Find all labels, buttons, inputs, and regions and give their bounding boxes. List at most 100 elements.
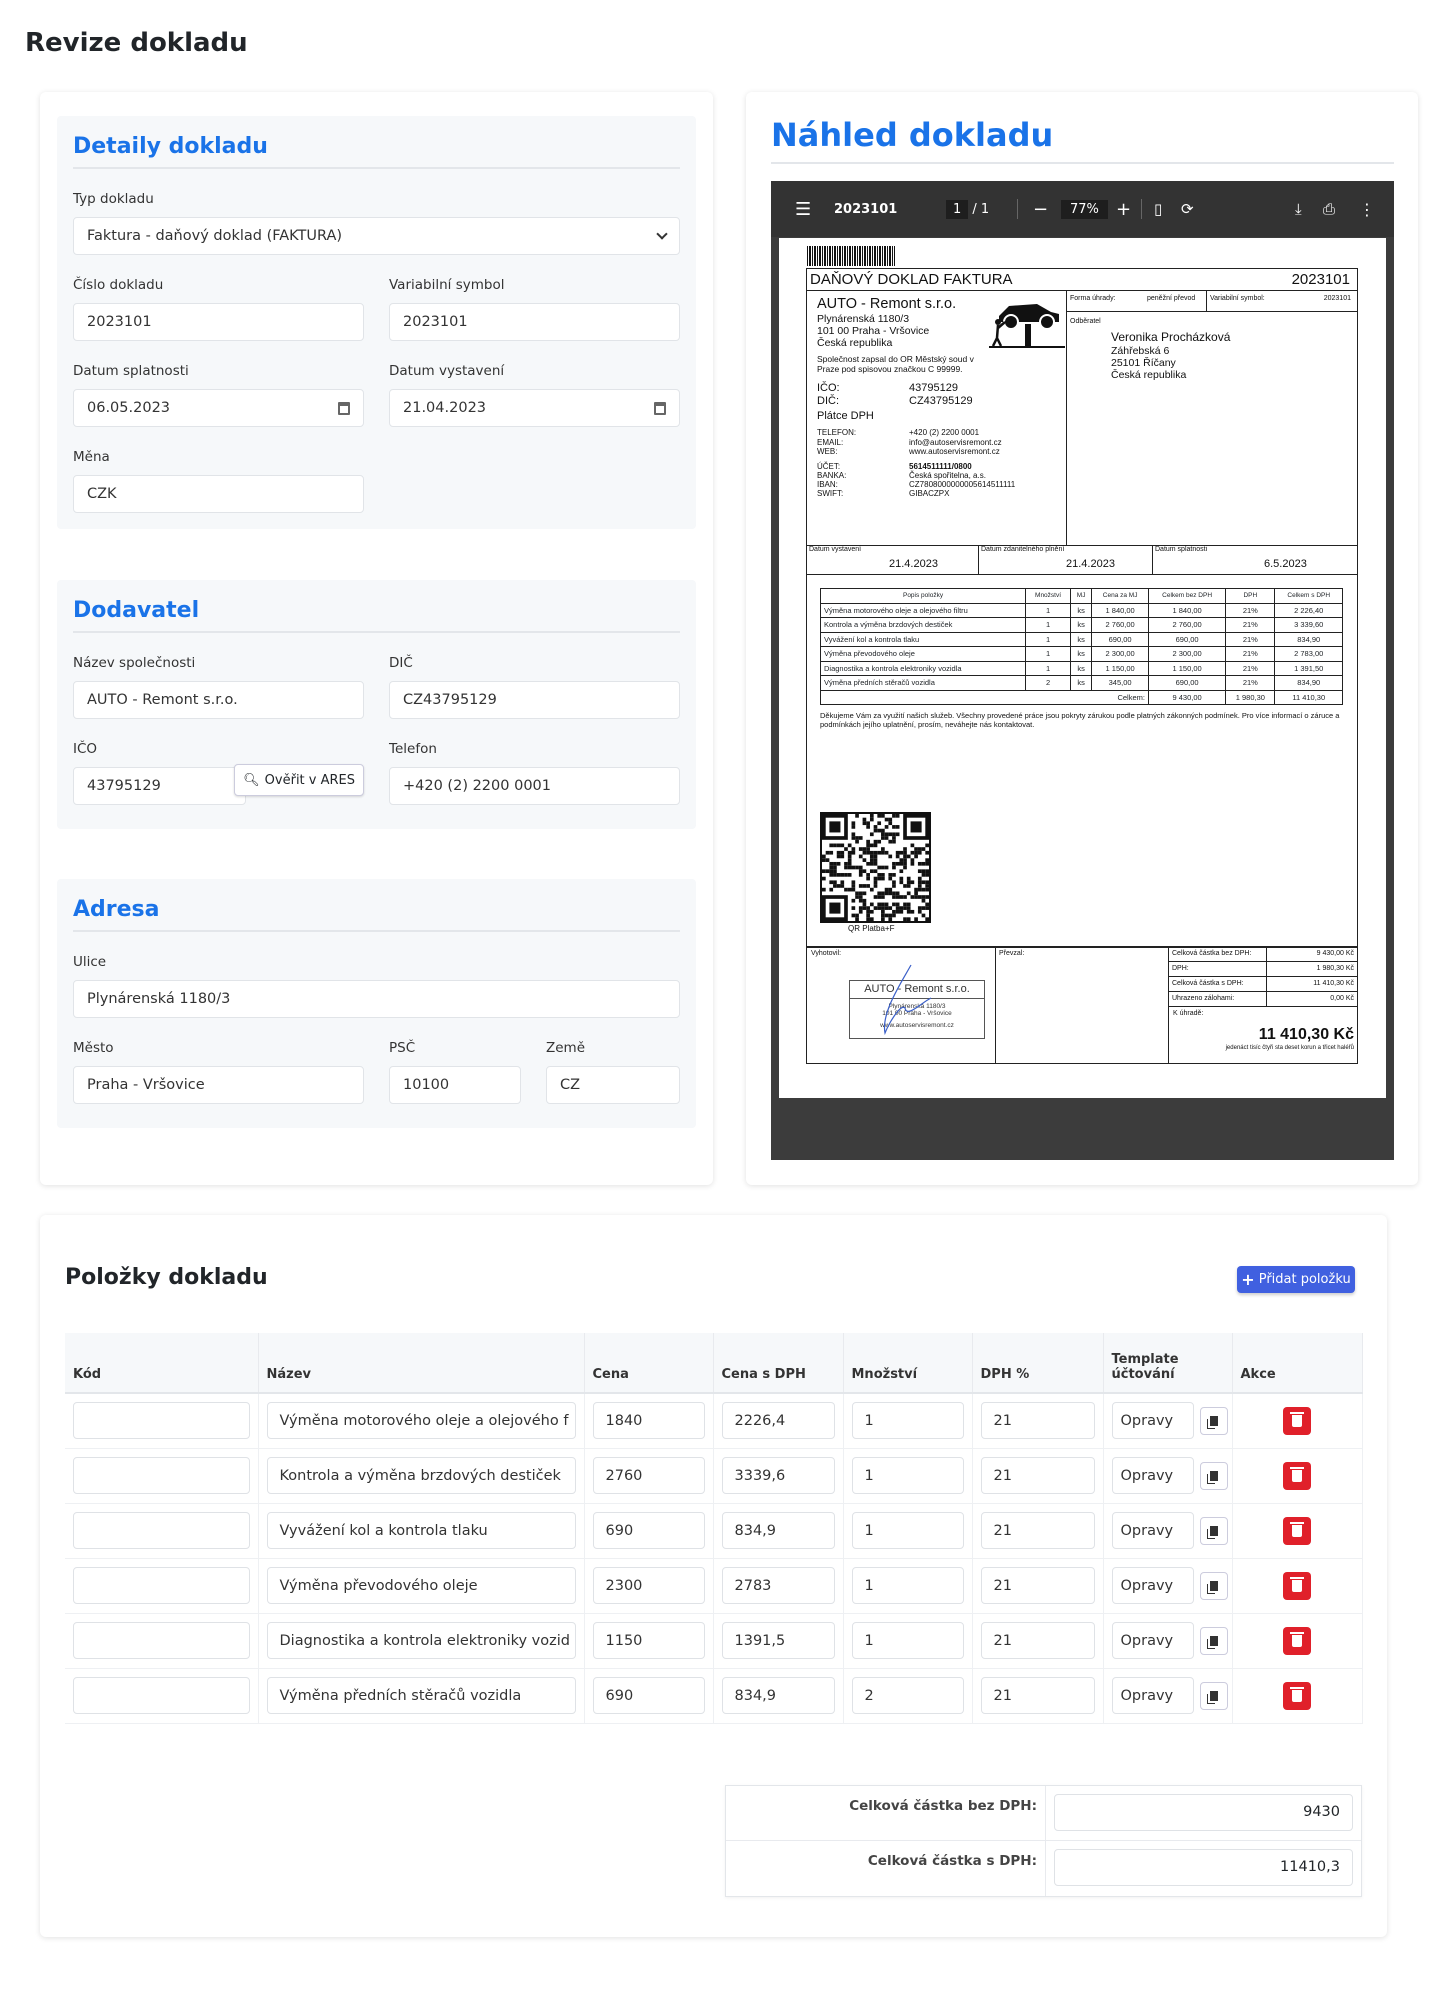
copy-button[interactable] [1199, 1406, 1228, 1435]
price-vat-input[interactable]: 2226,4 [721, 1402, 835, 1440]
inv-table-cell: 21% [1225, 631, 1276, 647]
details-heading: Detaily dokladu [73, 134, 680, 169]
phone-input[interactable]: +420 (2) 2200 0001 [389, 767, 680, 805]
copy-icon [1209, 1635, 1218, 1646]
zoom-out-icon[interactable]: − [1033, 198, 1049, 220]
zoom-in-icon[interactable]: + [1116, 198, 1132, 220]
vat-input[interactable]: 21 [980, 1567, 1095, 1604]
code-input[interactable] [73, 1677, 250, 1714]
price-input[interactable]: 2300 [592, 1567, 705, 1604]
copy-button[interactable] [1199, 1626, 1228, 1655]
inv-summary-value: 0,00 Kč [1330, 994, 1354, 1002]
company-name-input[interactable]: AUTO - Remont s.r.o. [73, 681, 364, 719]
total-with-vat-input[interactable]: 11410,3 [1054, 1849, 1353, 1886]
vs-input[interactable]: 2023101 [389, 303, 680, 341]
more-options-icon[interactable]: ⋮ [1359, 199, 1375, 219]
cislo-input[interactable]: 2023101 [73, 303, 364, 341]
quantity-input[interactable]: 2 [851, 1677, 964, 1714]
calendar-icon[interactable] [654, 401, 666, 415]
city-input[interactable]: Praha - Vršovice [73, 1066, 364, 1104]
vat-input[interactable]: 21 [980, 1402, 1095, 1440]
copy-button[interactable] [1199, 1681, 1228, 1710]
download-icon[interactable]: ⤓ [1295, 200, 1302, 218]
menu-icon[interactable]: ☰ [795, 198, 812, 220]
table-cell: 2226,4 [713, 1393, 844, 1449]
verify-ares-button[interactable]: 🔍︎ Ověřit v ARES [234, 764, 364, 796]
zoom-input[interactable]: 77% [1061, 199, 1108, 219]
code-input[interactable] [73, 1512, 250, 1549]
quantity-input[interactable]: 1 [851, 1622, 964, 1659]
quantity-input[interactable]: 1 [851, 1512, 964, 1549]
template-select[interactable]: Opravy [1111, 1677, 1194, 1714]
splatnost-input[interactable]: 06.05.2023 [73, 389, 364, 427]
delete-button[interactable] [1283, 1626, 1311, 1655]
vat-input[interactable]: 21 [980, 1512, 1095, 1549]
name-input[interactable]: Kontrola a výměna brzdových destiček [266, 1457, 576, 1494]
zip-input[interactable]: 10100 [389, 1066, 521, 1104]
inv-account: 5614511111/0800 [909, 461, 972, 471]
price-input[interactable]: 690 [592, 1677, 705, 1714]
name-input[interactable]: Diagnostika a kontrola elektroniky vozid [266, 1622, 576, 1659]
name-input[interactable]: Vyvážení kol a kontrola tlaku [266, 1512, 576, 1549]
vat-input[interactable]: 21 [980, 1622, 1095, 1659]
delete-button[interactable] [1283, 1516, 1311, 1545]
vat-input[interactable]: 21 [980, 1677, 1095, 1714]
template-select[interactable]: Opravy [1111, 1622, 1194, 1659]
template-select[interactable]: Opravy [1111, 1457, 1194, 1494]
price-input[interactable]: 690 [592, 1512, 705, 1549]
quantity-input[interactable]: 1 [851, 1402, 964, 1440]
print-icon[interactable]: ⎙ [1323, 200, 1336, 218]
price-vat-input[interactable]: 2783 [721, 1567, 835, 1604]
copy-button[interactable] [1199, 1461, 1228, 1490]
price-vat-input[interactable]: 1391,5 [721, 1622, 835, 1659]
ico-label: IČO [73, 741, 98, 757]
dic-input[interactable]: CZ43795129 [389, 681, 680, 719]
delete-button[interactable] [1283, 1681, 1311, 1710]
ico-input[interactable]: 43795129 [73, 767, 246, 805]
price-vat-input[interactable]: 3339,6 [721, 1457, 835, 1494]
table-cell [65, 1393, 259, 1449]
vs-value: 2023101 [403, 314, 468, 330]
street-input[interactable]: Plynárenská 1180/3 [73, 980, 680, 1018]
typ-select[interactable]: Faktura - daňový doklad (FAKTURA) [73, 217, 680, 255]
copy-button[interactable] [1199, 1516, 1228, 1545]
code-input[interactable] [73, 1402, 250, 1440]
pdf-viewer[interactable]: ☰ 2023101 1 / 1 − 77% + ▯ ⟳ ⤓ ⎙ ⋮ DAŇOVÝ… [771, 181, 1394, 1160]
name-input[interactable]: Výměna motorového oleje a olejového f [266, 1402, 576, 1440]
mena-input[interactable]: CZK [73, 475, 364, 513]
quantity-input[interactable]: 1 [851, 1457, 964, 1494]
delete-button[interactable] [1283, 1571, 1311, 1600]
inv-summary-row: Celková částka s DPH: 11 410,30 Kč [1169, 977, 1357, 992]
rotate-icon[interactable]: ⟳ [1181, 200, 1194, 218]
vystaveni-input[interactable]: 21.04.2023 [389, 389, 680, 427]
delete-button[interactable] [1283, 1406, 1311, 1435]
name-input[interactable]: Výměna předních stěračů vozidla [266, 1677, 576, 1714]
code-input[interactable] [73, 1622, 250, 1659]
template-select[interactable]: Opravy [1111, 1567, 1194, 1604]
code-input[interactable] [73, 1457, 250, 1494]
template-group: Opravy [1111, 1457, 1228, 1494]
vat-input[interactable]: 21 [980, 1457, 1095, 1494]
price-vat-input[interactable]: 834,9 [721, 1512, 835, 1549]
price-input[interactable]: 1840 [592, 1402, 705, 1440]
country-input[interactable]: CZ [546, 1066, 680, 1104]
delete-button[interactable] [1283, 1461, 1311, 1490]
calendar-icon[interactable] [338, 401, 350, 415]
page-input[interactable]: 1 [946, 199, 969, 219]
name-input[interactable]: Výměna převodového oleje [266, 1567, 576, 1604]
price-vat-input[interactable]: 834,9 [721, 1677, 835, 1714]
code-input[interactable] [73, 1567, 250, 1604]
price-input[interactable]: 2760 [592, 1457, 705, 1494]
trash-icon [1290, 1521, 1304, 1537]
inv-web: www.autoservisremont.cz [909, 446, 1000, 456]
inv-label: WEB: [817, 446, 838, 456]
price-input[interactable]: 1150 [592, 1622, 705, 1659]
template-select[interactable]: Opravy [1111, 1512, 1194, 1549]
total-without-vat-input[interactable]: 9430 [1054, 1794, 1353, 1831]
copy-button[interactable] [1199, 1571, 1228, 1600]
fit-page-icon[interactable]: ▯ [1154, 200, 1163, 218]
inv-ids: IČO: 43795129 DIČ: CZ43795129 [817, 382, 1057, 407]
template-select[interactable]: Opravy [1111, 1402, 1194, 1440]
quantity-input[interactable]: 1 [851, 1567, 964, 1604]
add-item-button[interactable]: + Přidat položku [1237, 1266, 1355, 1293]
